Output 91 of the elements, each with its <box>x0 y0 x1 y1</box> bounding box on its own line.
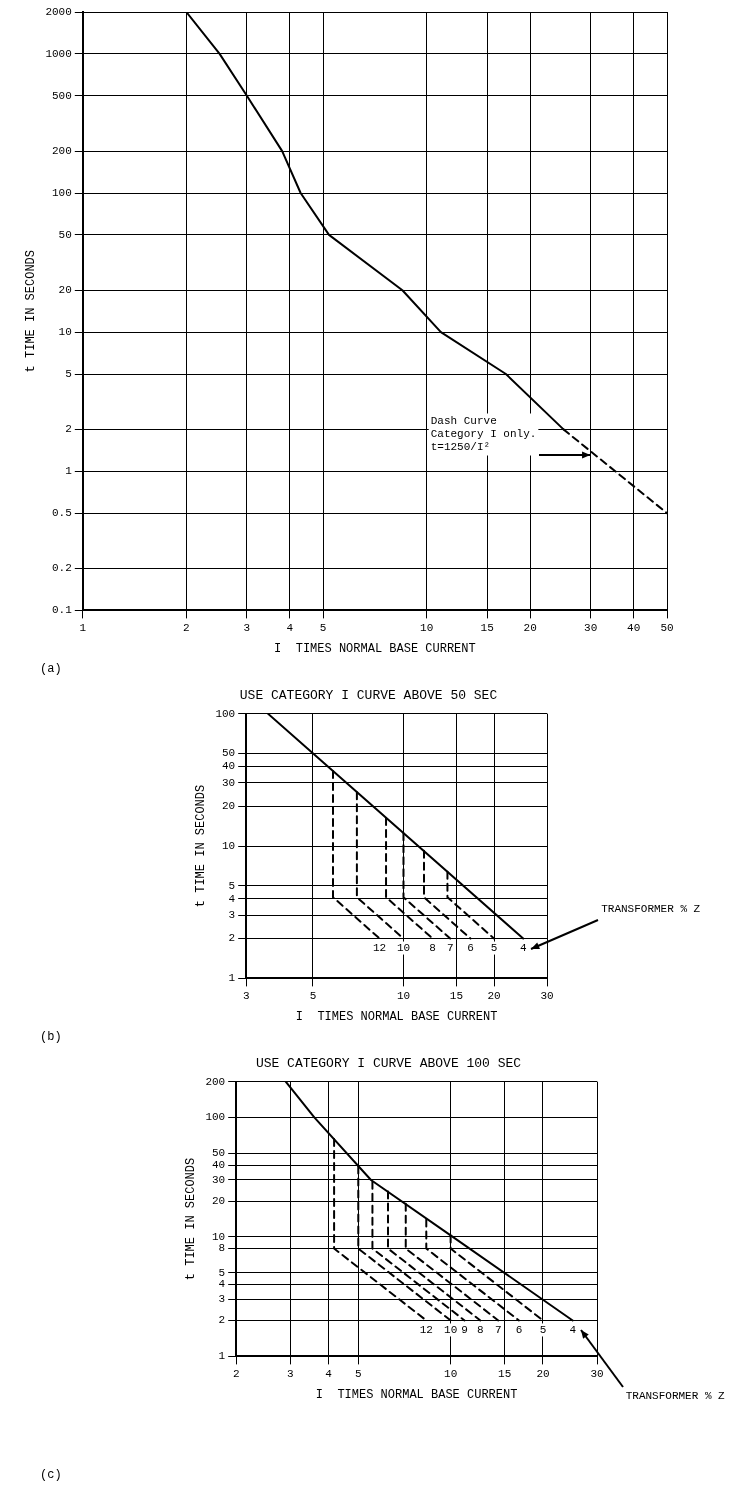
x-tick-label: 2 <box>183 621 190 634</box>
series-label: 7 <box>446 941 454 954</box>
text: (c) <box>39 1467 63 1484</box>
y-axis-title: t TIME IN SECONDS <box>184 1157 199 1281</box>
y-tick-label: 4 <box>218 1278 226 1291</box>
x-tick-label: 5 <box>309 989 317 1002</box>
text: TRANSFORMER % Z <box>625 1389 726 1402</box>
text: (a) <box>39 661 63 678</box>
y-tick-label: 1000 <box>45 47 72 60</box>
y-tick-label: 200 <box>205 1075 226 1088</box>
y-tick-label: 1 <box>65 465 73 478</box>
y-tick-label: 100 <box>205 1111 226 1124</box>
y-tick-label: 500 <box>51 89 72 102</box>
y-tick-label: 40 <box>212 1158 226 1171</box>
series-label: 5 <box>490 941 498 954</box>
y-tick-label: 40 <box>222 760 236 773</box>
y-tick-label: 50 <box>222 747 236 760</box>
y-tick-label: 20 <box>222 800 236 813</box>
series-label: 6 <box>515 1323 523 1336</box>
y-tick-label: 0.1 <box>51 604 73 617</box>
x-tick-label: 3 <box>286 1367 294 1380</box>
y-tick-label: 1 <box>228 972 236 985</box>
y-tick-label: 100 <box>215 707 236 720</box>
series-label: 8 <box>429 941 436 954</box>
y-tick-label: 5 <box>65 367 72 380</box>
y-tick-label: 0.2 <box>51 562 72 575</box>
x-tick-label: 15 <box>498 1367 512 1380</box>
y-tick-label: 30 <box>212 1173 226 1186</box>
y-tick-label: 20 <box>212 1194 226 1207</box>
y-tick-label: 10 <box>222 839 236 852</box>
series-label: 12 <box>373 941 387 954</box>
y-tick-label: 100 <box>51 186 72 199</box>
x-tick-label: 30 <box>584 621 598 634</box>
y-tick-label: 10 <box>212 1230 226 1243</box>
y-tick-label: 2 <box>228 932 236 945</box>
y-axis-title: t TIME IN SECONDS <box>194 784 209 908</box>
y-tick-label: 2 <box>218 1314 226 1327</box>
x-tick-label: 40 <box>627 621 641 634</box>
y-tick-label: 5 <box>218 1266 226 1279</box>
y-tick-label: 8 <box>218 1242 226 1255</box>
x-axis-title: I TIMES NORMAL BASE CURRENT <box>295 1009 498 1024</box>
x-tick-label: 4 <box>325 1367 333 1380</box>
x-tick-label: 10 <box>444 1367 458 1380</box>
chart-title: USE CATEGORY I CURVE ABOVE 100 SEC <box>255 1056 522 1072</box>
chart-title: USE CATEGORY I CURVE ABOVE 50 SEC <box>239 688 498 704</box>
series-label: 4 <box>569 1323 577 1336</box>
text: TRANSFORMER % Z <box>601 902 701 915</box>
y-tick-label: 0.5 <box>51 507 72 520</box>
x-tick-label: 4 <box>286 621 294 634</box>
series-label: 9 <box>461 1323 468 1336</box>
x-tick-label: 5 <box>354 1367 362 1380</box>
x-tick-label: 1 <box>79 621 87 634</box>
series-label: 10 <box>396 941 411 954</box>
y-tick-label: 30 <box>222 776 236 789</box>
y-tick-label: 3 <box>218 1293 226 1306</box>
x-tick-label: 5 <box>319 621 327 634</box>
y-tick-label: 50 <box>212 1147 226 1160</box>
annotation: Dash Curve Category I only. t=1250/I² <box>430 414 537 453</box>
x-tick-label: 30 <box>540 989 554 1002</box>
y-tick-label: 50 <box>58 228 72 241</box>
series-label: 12 <box>419 1323 433 1336</box>
x-tick-label: 15 <box>480 621 494 634</box>
x-tick-label: 50 <box>660 621 674 634</box>
x-tick-label: 20 <box>523 621 537 634</box>
x-axis-title: I TIMES NORMAL BASE CURRENT <box>274 641 476 656</box>
legend-label: 4 <box>519 941 527 954</box>
x-tick-label: 20 <box>536 1367 550 1380</box>
x-tick-label: 3 <box>242 989 250 1002</box>
y-tick-label: 3 <box>228 909 236 922</box>
y-tick-label: 1 <box>218 1350 226 1363</box>
series-label: 5 <box>539 1323 547 1336</box>
x-tick-label: 10 <box>420 621 434 634</box>
x-tick-label: 20 <box>487 989 501 1002</box>
y-tick-label: 2 <box>65 423 72 436</box>
y-tick-label: 4 <box>228 892 236 905</box>
series-label: 6 <box>467 941 474 954</box>
series-label: 8 <box>477 1323 484 1336</box>
series-label: 7 <box>494 1323 502 1336</box>
x-tick-label: 10 <box>396 989 411 1002</box>
text: (b) <box>39 1029 63 1046</box>
y-axis-title: t TIME IN SECONDS <box>24 249 39 373</box>
x-axis-title: I TIMES NORMAL BASE CURRENT <box>315 1387 518 1402</box>
y-tick-label: 200 <box>51 145 72 158</box>
y-tick-label: 10 <box>58 326 72 339</box>
x-tick-label: 30 <box>590 1367 604 1380</box>
y-tick-label: 5 <box>228 879 236 892</box>
x-tick-label: 15 <box>449 989 464 1002</box>
y-tick-label: 20 <box>58 284 72 297</box>
y-tick-label: 2000 <box>45 5 72 18</box>
x-tick-label: 3 <box>243 621 251 634</box>
series-label: 10 <box>444 1323 458 1336</box>
